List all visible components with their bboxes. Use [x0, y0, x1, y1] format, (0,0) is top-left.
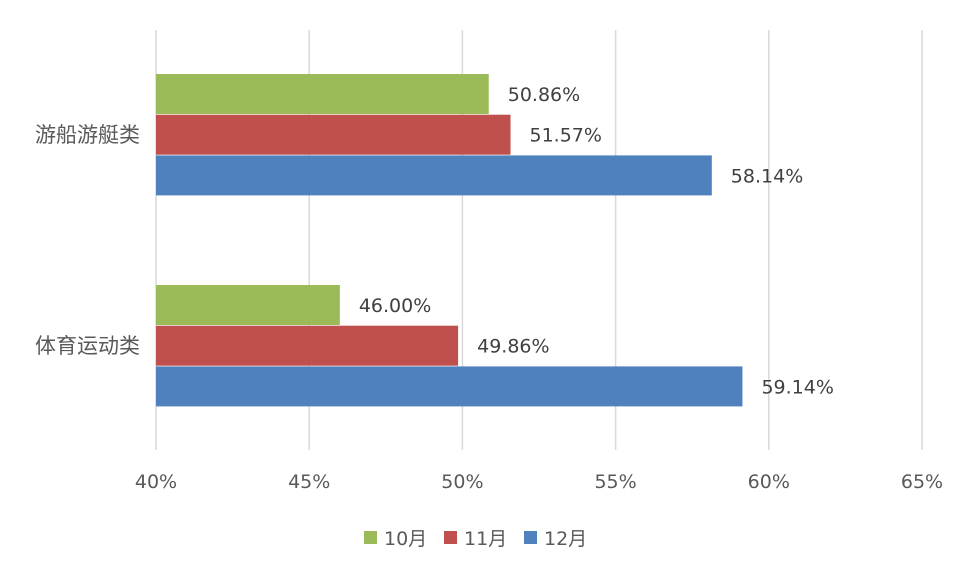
x-tick-label: 65%	[901, 471, 943, 493]
bar	[156, 114, 511, 155]
data-labels: 50.86% 51.57% 58.14% 46.00% 49.86% 59.14%	[359, 84, 834, 398]
data-label: 51.57%	[530, 125, 602, 147]
x-tick-label: 55%	[594, 471, 636, 493]
bars	[156, 74, 743, 407]
x-axis-ticks: 40% 45% 50% 55% 60% 65%	[135, 471, 943, 493]
data-label: 59.14%	[761, 376, 833, 398]
legend-swatch	[364, 531, 377, 544]
data-label: 50.86%	[508, 84, 580, 106]
bar	[156, 366, 743, 407]
legend-label: 10月	[384, 528, 427, 550]
x-tick-label: 60%	[748, 471, 790, 493]
x-tick-label: 40%	[135, 471, 177, 493]
x-tick-label: 45%	[288, 471, 330, 493]
bar	[156, 285, 340, 325]
x-tick-label: 50%	[441, 471, 483, 493]
bar	[156, 155, 712, 196]
data-label: 58.14%	[731, 165, 803, 187]
legend: 10月 11月 12月	[364, 528, 587, 550]
legend-label: 11月	[464, 528, 507, 550]
legend-swatch	[444, 531, 457, 544]
legend-label: 12月	[544, 528, 587, 550]
bar	[156, 325, 459, 366]
category-label: 游船游艇类	[35, 123, 140, 147]
data-label: 46.00%	[359, 295, 431, 317]
bar	[156, 74, 489, 114]
data-label: 49.86%	[477, 336, 549, 358]
category-label: 体育运动类	[35, 334, 140, 358]
legend-swatch	[524, 531, 537, 544]
